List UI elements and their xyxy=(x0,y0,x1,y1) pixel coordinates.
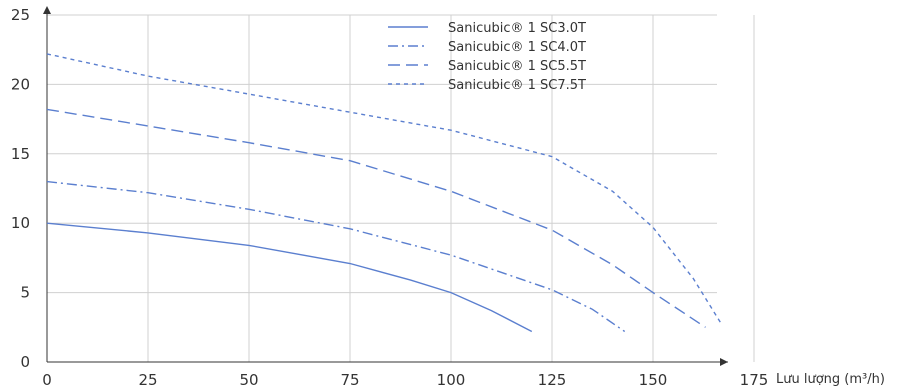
legend-label-1: Sanicubic® 1 SC3.0T xyxy=(448,21,586,36)
x-axis-title: Lưu lượng (m³/h) xyxy=(776,372,885,387)
x-tick-label-150: 150 xyxy=(639,371,668,389)
legend-label-4: Sanicubic® 1 SC7.5T xyxy=(448,78,586,93)
y-tick-label-20: 20 xyxy=(11,75,30,93)
x-tick-label-175: 175 xyxy=(740,371,769,389)
series-lines xyxy=(46,53,723,333)
legend-label-2: Sanicubic® 1 SC4.0T xyxy=(448,40,586,55)
series-line-1 xyxy=(46,222,533,333)
grid xyxy=(47,14,755,362)
x-tick-label-125: 125 xyxy=(538,371,567,389)
axes xyxy=(43,6,728,366)
x-tick-label-25: 25 xyxy=(138,371,157,389)
y-tick-label-5: 5 xyxy=(20,284,30,302)
x-tick-label-75: 75 xyxy=(340,371,359,389)
series-line-2 xyxy=(46,180,626,333)
tick-labels: 0 25 50 75 100 125 150 175 0 5 10 15 20 25 xyxy=(11,6,768,389)
y-tick-label-25: 25 xyxy=(11,6,30,24)
y-axis-arrow xyxy=(43,6,51,14)
x-tick-label-50: 50 xyxy=(239,371,258,389)
series-line-3 xyxy=(46,108,706,328)
x-axis-arrow xyxy=(720,358,728,366)
y-tick-label-0: 0 xyxy=(20,353,30,371)
legend-label-3: Sanicubic® 1 SC5.5T xyxy=(448,59,586,74)
x-tick-label-100: 100 xyxy=(437,371,466,389)
y-tick-label-10: 10 xyxy=(11,214,30,232)
x-tick-label-0: 0 xyxy=(42,371,52,389)
y-tick-label-15: 15 xyxy=(11,145,30,163)
legend: Sanicubic® 1 SC3.0T Sanicubic® 1 SC4.0T Sa… xyxy=(388,21,586,93)
series-line-4 xyxy=(46,53,723,325)
